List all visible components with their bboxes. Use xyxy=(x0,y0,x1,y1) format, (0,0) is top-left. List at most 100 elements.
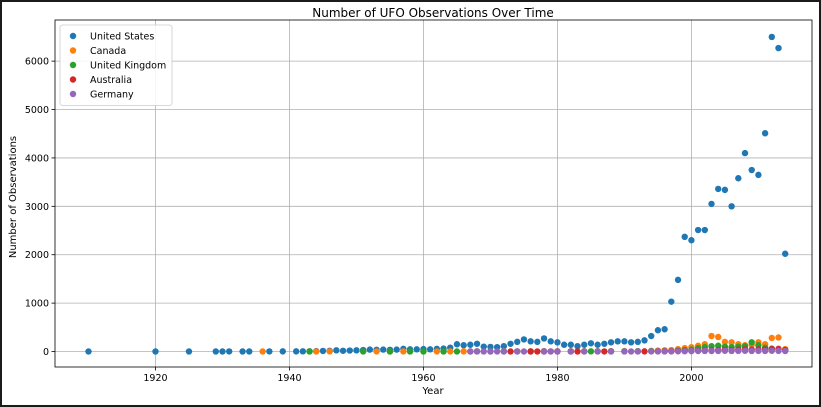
point-germany xyxy=(708,347,715,355)
point-germany xyxy=(721,347,729,354)
point-united-states xyxy=(487,343,494,351)
point-germany xyxy=(554,348,561,355)
point-united-states xyxy=(473,340,481,347)
point-germany xyxy=(674,348,682,355)
point-united-states xyxy=(648,332,655,340)
point-united-kingdom xyxy=(386,348,394,355)
point-united-states xyxy=(574,342,581,350)
y-axis-label: Number of Observations xyxy=(8,136,19,258)
point-germany xyxy=(540,348,548,355)
point-united-states xyxy=(547,338,554,345)
x-tick-label: 2000 xyxy=(679,373,703,384)
point-germany xyxy=(547,348,554,355)
point-germany xyxy=(715,347,722,355)
point-united-states xyxy=(735,175,742,182)
point-united-states xyxy=(380,346,387,353)
y-tick-label: 0 xyxy=(43,347,49,358)
point-united-states xyxy=(507,340,514,347)
legend-label: United States xyxy=(90,32,154,43)
point-australia xyxy=(507,348,514,355)
point-united-states xyxy=(534,338,541,346)
point-germany xyxy=(688,347,695,355)
point-germany xyxy=(520,348,528,355)
legend-marker xyxy=(69,61,77,69)
point-united-states xyxy=(601,340,608,347)
point-united-states xyxy=(701,226,709,234)
point-united-states xyxy=(661,326,668,333)
point-united-states xyxy=(279,348,286,355)
point-united-states xyxy=(554,339,561,346)
point-united-kingdom xyxy=(306,348,313,355)
point-germany xyxy=(775,347,782,355)
point-united-states xyxy=(346,347,353,354)
x-axis-label: Year xyxy=(421,386,444,397)
point-germany xyxy=(648,348,655,355)
point-united-states xyxy=(782,250,789,257)
point-united-states xyxy=(212,348,219,355)
point-united-kingdom xyxy=(587,348,595,355)
legend-marker xyxy=(69,47,77,54)
axis-ticks: 1920 1940 1960 1980 2000 0 1000 2000 3000 4000 500… xyxy=(25,57,704,384)
point-united-states xyxy=(453,341,461,348)
point-germany xyxy=(761,347,769,355)
point-united-states xyxy=(339,347,347,354)
point-canada xyxy=(715,333,722,341)
point-united-states xyxy=(768,33,776,41)
y-tick-label: 1000 xyxy=(25,299,49,310)
point-germany xyxy=(581,348,588,355)
point-united-states xyxy=(366,346,374,353)
point-united-states xyxy=(614,338,621,345)
point-canada xyxy=(768,334,776,342)
point-united-states xyxy=(500,342,508,350)
point-australia xyxy=(641,348,648,355)
point-germany xyxy=(567,348,575,355)
point-united-states xyxy=(185,348,193,355)
point-united-states xyxy=(219,348,226,355)
point-germany xyxy=(487,348,494,355)
point-united-states xyxy=(413,346,420,353)
point-germany xyxy=(741,347,749,354)
point-canada xyxy=(447,348,454,355)
point-united-states xyxy=(587,340,595,347)
point-united-states xyxy=(681,233,688,241)
point-canada xyxy=(775,334,782,341)
point-united-states xyxy=(688,237,695,244)
point-united-states xyxy=(674,276,682,284)
legend-label: Canada xyxy=(90,46,126,57)
point-australia xyxy=(534,348,541,355)
point-united-states xyxy=(319,347,327,355)
point-germany xyxy=(621,348,628,355)
point-germany xyxy=(594,348,601,355)
legend-label: United Kingdom xyxy=(90,61,166,72)
y-tick-label: 4000 xyxy=(25,153,49,164)
point-united-states xyxy=(607,339,615,346)
point-united-states xyxy=(292,348,300,355)
point-united-states xyxy=(748,166,755,174)
point-united-states xyxy=(460,342,467,349)
point-germany xyxy=(694,347,702,355)
point-united-kingdom xyxy=(359,348,367,355)
point-united-states xyxy=(152,348,159,355)
point-united-states xyxy=(775,44,782,52)
point-united-kingdom xyxy=(748,339,755,346)
x-tick-label: 1980 xyxy=(545,373,569,384)
point-united-kingdom xyxy=(440,348,447,355)
point-germany xyxy=(661,348,668,355)
point-united-states xyxy=(641,337,648,344)
point-united-states xyxy=(715,185,722,193)
point-united-states xyxy=(266,348,273,355)
y-tick-label: 2000 xyxy=(25,250,49,261)
legend: United States Canada United Kingdom Austral… xyxy=(59,24,173,106)
data-points xyxy=(85,33,789,355)
point-australia xyxy=(601,348,608,355)
grid-lines xyxy=(55,20,812,367)
point-united-states xyxy=(594,341,601,348)
point-united-states xyxy=(560,341,568,348)
legend-label: Germany xyxy=(90,90,134,101)
point-germany xyxy=(735,347,742,355)
point-united-states xyxy=(721,186,729,194)
point-united-states xyxy=(581,341,588,348)
point-united-states xyxy=(755,171,762,179)
point-united-states xyxy=(527,338,534,345)
